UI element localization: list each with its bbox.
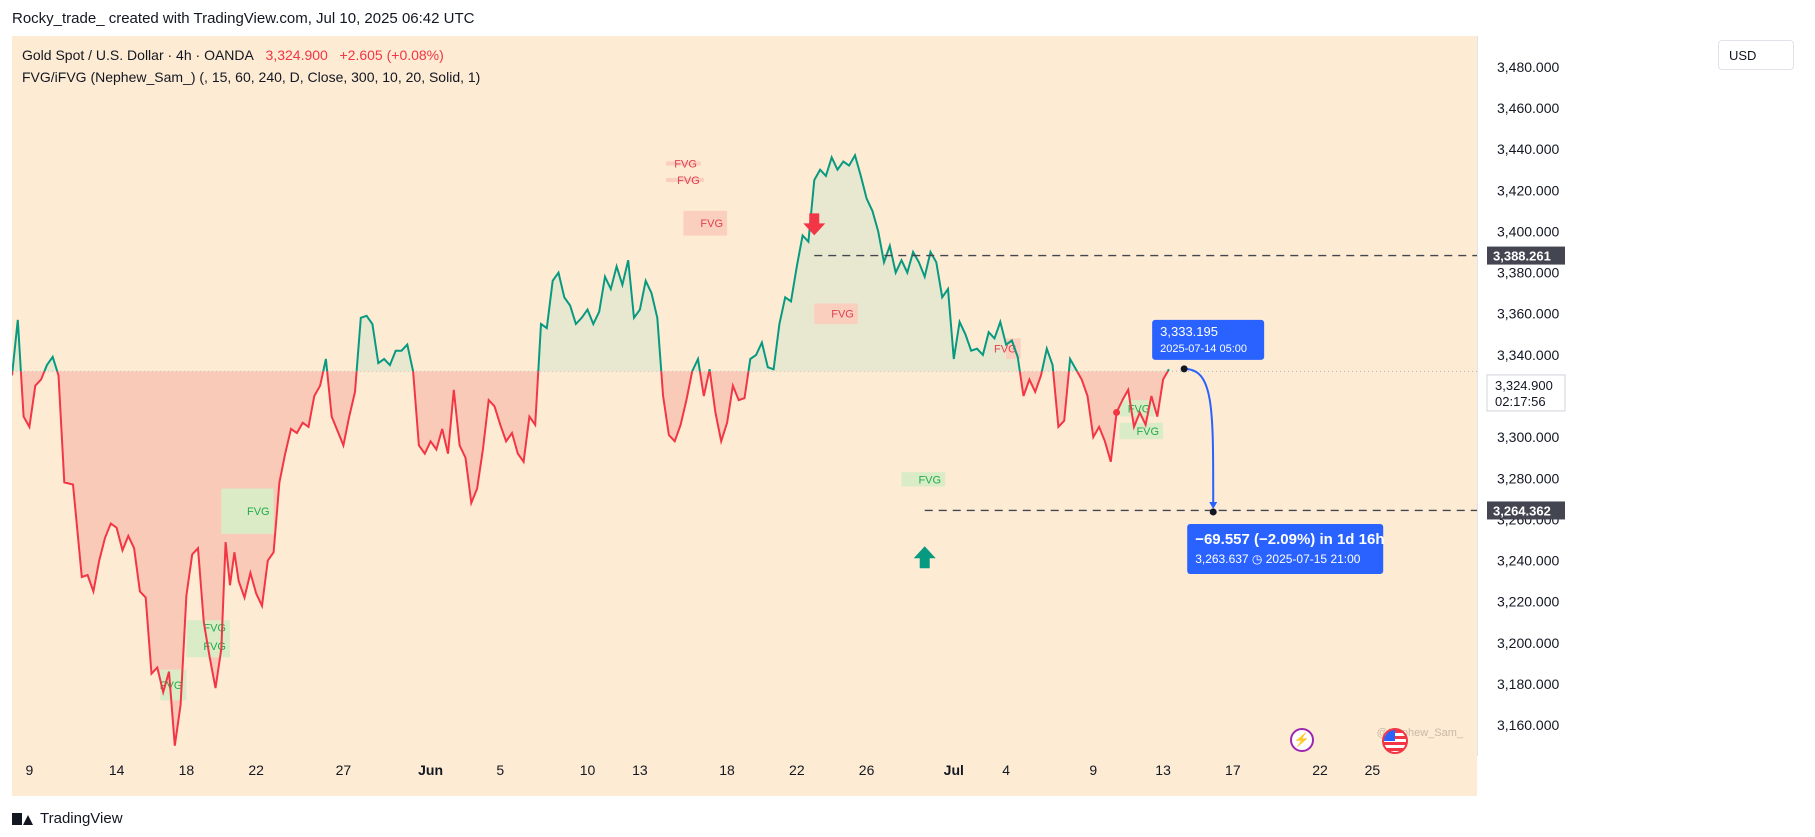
fvg-label-4: FVG — [994, 344, 1017, 356]
signal-arrow-up — [913, 546, 936, 569]
x-tick-6: 5 — [496, 762, 504, 778]
measure-end-dot — [1209, 508, 1217, 516]
bar-countdown: 02:17:56 — [1495, 394, 1546, 409]
last-price-dot — [1113, 408, 1121, 416]
fvg-zone-2 — [683, 210, 728, 236]
x-tick-2: 18 — [179, 762, 195, 778]
x-tick-10: 22 — [789, 762, 805, 778]
fvg-label-11: FVG — [1136, 426, 1159, 438]
x-tick-4: 27 — [336, 762, 352, 778]
baseline-up-fill — [12, 155, 1169, 372]
chart-area[interactable]: FVG FVG FVG FVG FVG FVG FVG FVG FVG FVG FVG FVG 3,33… — [12, 36, 1802, 796]
y-tick-7: 3,300.000 — [1497, 429, 1559, 445]
y-tick-0: 3,160.000 — [1497, 717, 1559, 733]
y-tick-15: 3,460.000 — [1497, 100, 1559, 116]
last-price: 3,324.900 — [265, 47, 328, 63]
y-tick-9: 3,340.000 — [1497, 347, 1559, 363]
fvg-label-2: FVG — [700, 218, 723, 230]
fvg-zone-6 — [186, 620, 231, 635]
last-price-scale-value: 3,324.900 — [1495, 378, 1553, 393]
y-tick-1: 3,180.000 — [1497, 676, 1559, 692]
x-tick-1: 14 — [109, 762, 125, 778]
level-price-label-0: 3,388.261 — [1487, 246, 1565, 265]
fvg-zone-1 — [666, 177, 704, 183]
x-tick-3: 22 — [248, 762, 264, 778]
lightning-event-icon[interactable]: ⚡ — [1290, 728, 1314, 752]
x-tick-14: 9 — [1089, 762, 1097, 778]
us-flag-event-icon[interactable] — [1382, 728, 1408, 754]
y-tick-3: 3,220.000 — [1497, 594, 1559, 610]
y-tick-10: 3,360.000 — [1497, 306, 1559, 322]
tradingview-logo-icon — [12, 813, 34, 825]
x-tick-15: 13 — [1155, 762, 1171, 778]
x-tick-17: 22 — [1312, 762, 1328, 778]
symbol-line: Gold Spot / U.S. Dollar · 4h · OANDA 3,3… — [22, 44, 480, 66]
fvg-label-5: FVG — [247, 506, 270, 518]
fvg-label-9: FVG — [918, 474, 941, 486]
fvg-zone-9 — [901, 472, 946, 487]
y-tick-16: 3,480.000 — [1497, 59, 1559, 75]
currency-button[interactable]: USD — [1718, 40, 1794, 70]
y-tick-14: 3,440.000 — [1497, 141, 1559, 157]
baseline-down-fill — [12, 371, 1168, 746]
x-tick-12: Jul — [944, 762, 964, 778]
measure-start-time: 2025-07-14 05:00 — [1160, 343, 1247, 355]
fvg-label-6: FVG — [203, 622, 226, 634]
chart-legend: Gold Spot / U.S. Dollar · 4h · OANDA 3,3… — [22, 44, 480, 88]
indicator-line[interactable]: FVG/iFVG (Nephew_Sam_) (, 15, 60, 240, D… — [22, 69, 481, 85]
measure-start-box: 3,333.195 2025-07-14 05:00 — [1152, 319, 1265, 360]
attribution-bar: Rocky_trade_ created with TradingView.co… — [0, 0, 1815, 36]
footer-brand-text: TradingView — [40, 810, 123, 827]
x-tick-16: 17 — [1225, 762, 1241, 778]
fvg-label-3: FVG — [831, 309, 854, 321]
measure-change-text: −69.557 (−2.09%) in 1d 16h — [1195, 531, 1384, 548]
y-tick-12: 3,400.000 — [1497, 223, 1559, 239]
symbol-title[interactable]: Gold Spot / U.S. Dollar · 4h · OANDA — [22, 47, 254, 63]
level-price-text-0: 3,388.261 — [1493, 249, 1551, 264]
y-tick-2: 3,200.000 — [1497, 635, 1559, 651]
price-change: +2.605 (+0.08%) — [339, 47, 444, 63]
x-tick-7: 10 — [580, 762, 596, 778]
fvg-zone-5 — [221, 488, 274, 534]
time-scale-background — [12, 756, 1477, 796]
signal-arrow-down — [803, 213, 826, 236]
x-tick-0: 9 — [26, 762, 34, 778]
y-tick-11: 3,380.000 — [1497, 265, 1559, 281]
fvg-label-10: FVG — [1128, 403, 1151, 415]
fvg-zone-11 — [1119, 422, 1164, 440]
x-tick-8: 13 — [632, 762, 648, 778]
price-chart[interactable]: FVGFVGFVGFVGFVGFVGFVGFVGFVGFVGFVGFVG3,33… — [12, 36, 1802, 796]
measure-end-box: −69.557 (−2.09%) in 1d 16h 3,263.637 ◷ 20… — [1187, 523, 1384, 574]
level-price-label-1: 3,264.362 — [1487, 501, 1565, 520]
y-tick-6: 3,280.000 — [1497, 470, 1559, 486]
fvg-zone-0 — [666, 161, 701, 166]
measure-start-dot — [1180, 365, 1188, 373]
y-tick-13: 3,420.000 — [1497, 182, 1559, 198]
x-tick-11: 26 — [859, 762, 875, 778]
fvg-label-1: FVG — [677, 175, 700, 187]
measure-curve — [1184, 367, 1215, 506]
fvg-zone-3 — [814, 303, 858, 324]
attribution-text: Rocky_trade_ created with TradingView.co… — [12, 10, 475, 27]
measure-arrowhead — [1209, 501, 1218, 509]
measure-start-price: 3,333.195 — [1160, 324, 1218, 339]
level-price-text-1: 3,264.362 — [1493, 503, 1551, 518]
x-tick-18: 25 — [1365, 762, 1381, 778]
price-line-up — [12, 152, 1170, 372]
x-tick-5: Jun — [418, 762, 443, 778]
fvg-zone-10 — [1119, 400, 1155, 417]
footer-brand[interactable]: TradingView — [12, 806, 123, 832]
y-tick-4: 3,240.000 — [1497, 553, 1559, 569]
price-line-down — [12, 371, 1169, 746]
fvg-label-0: FVG — [674, 159, 697, 171]
measure-end-time: 3,263.637 ◷ 2025-07-15 21:00 — [1195, 552, 1361, 566]
x-tick-13: 4 — [1002, 762, 1010, 778]
x-tick-9: 18 — [719, 762, 735, 778]
